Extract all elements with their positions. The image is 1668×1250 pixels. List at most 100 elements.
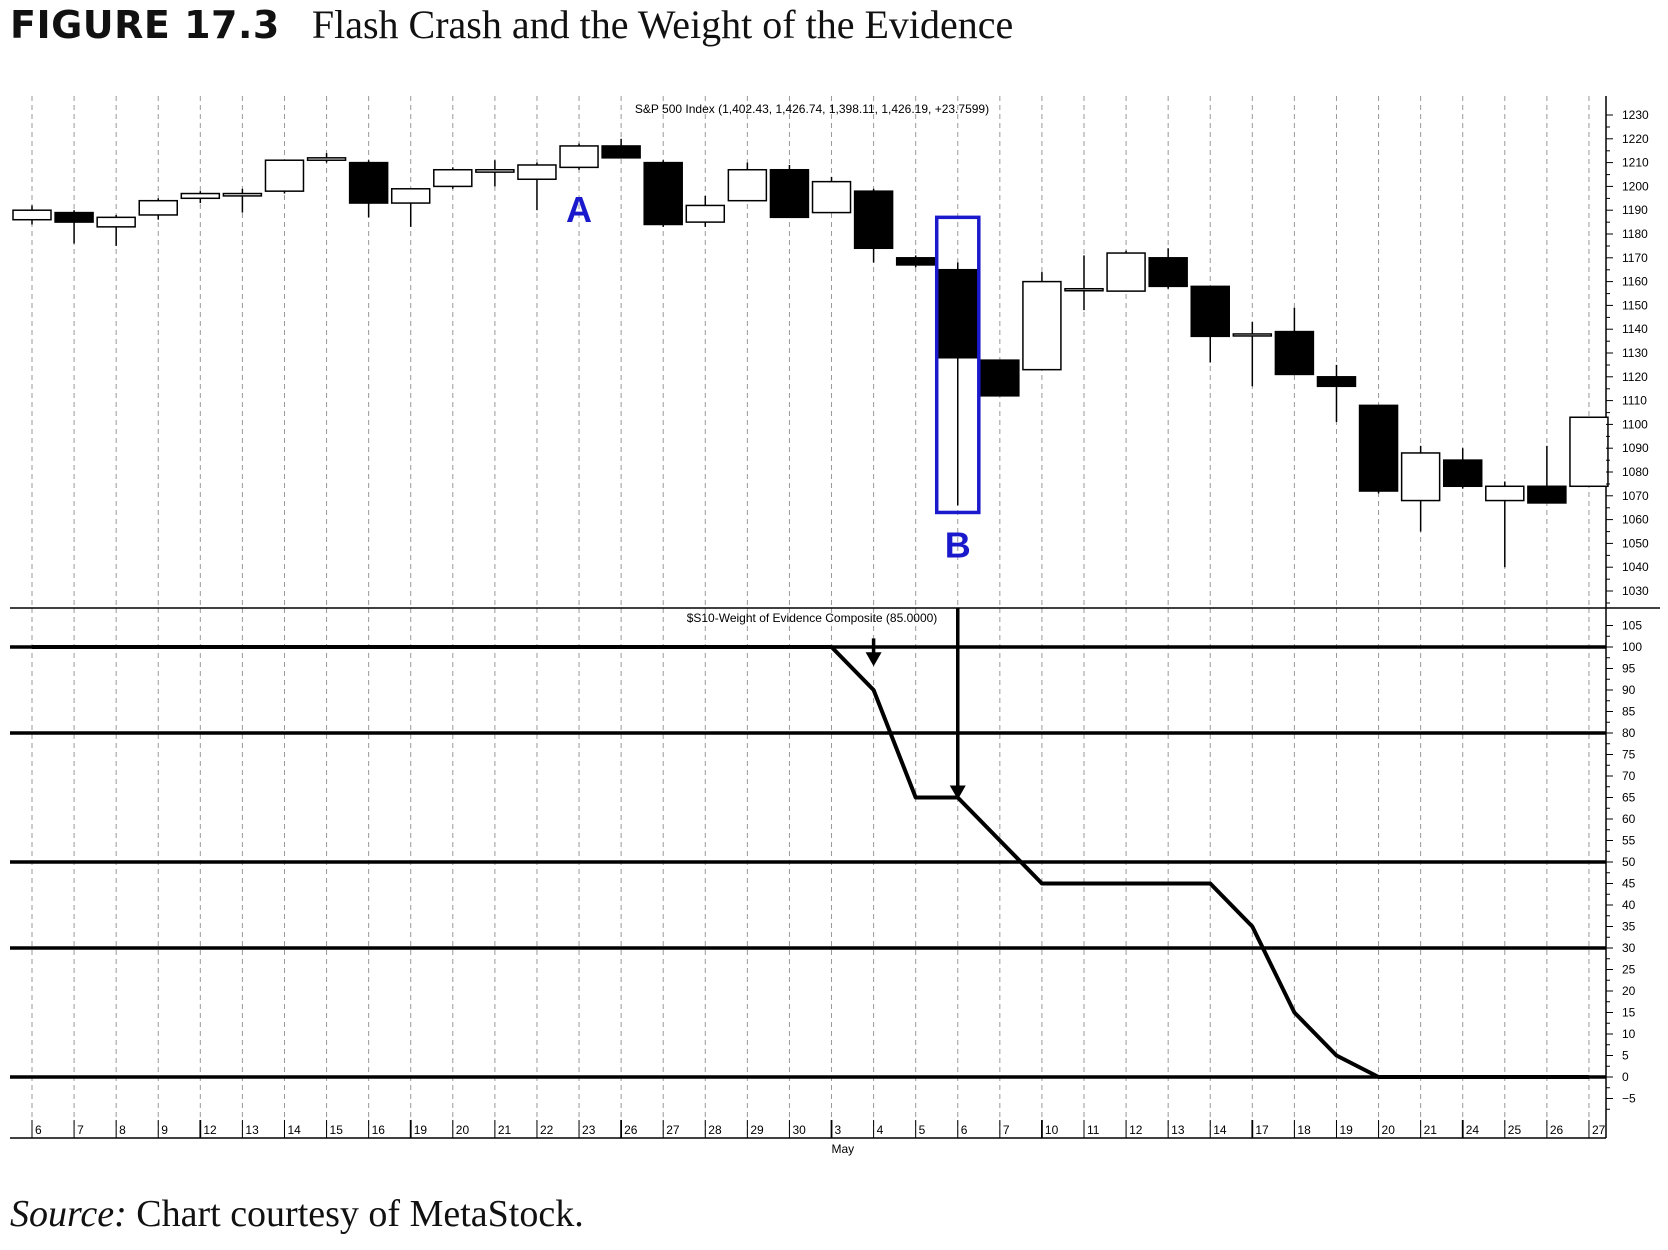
date-tick-label: 13 xyxy=(1171,1123,1185,1137)
date-tick-label: 30 xyxy=(792,1123,806,1137)
date-tick-label: 28 xyxy=(708,1123,722,1137)
date-tick-label: 22 xyxy=(540,1123,554,1137)
date-tick-label: 6 xyxy=(35,1123,42,1137)
annotation-label-b: B xyxy=(945,524,971,565)
date-tick-label: 4 xyxy=(877,1123,884,1137)
date-tick-label: 21 xyxy=(498,1123,512,1137)
candle-down xyxy=(853,190,894,250)
indicator-tick-label: 80 xyxy=(1622,726,1636,740)
date-tick-label: 7 xyxy=(77,1123,84,1137)
annotations: AB xyxy=(566,189,981,565)
candle-up xyxy=(390,188,431,204)
price-tick-label: 1150 xyxy=(1622,298,1648,312)
price-tick-label: 1070 xyxy=(1622,489,1649,503)
date-tick-label: 18 xyxy=(1297,1123,1311,1137)
price-tick-label: 1120 xyxy=(1622,370,1648,384)
candle-up xyxy=(1400,452,1441,502)
reference-lines xyxy=(10,645,1606,1079)
date-tick-label: 27 xyxy=(1592,1123,1606,1137)
date-tick-label: 19 xyxy=(414,1123,428,1137)
date-tick-label: 19 xyxy=(1339,1123,1353,1137)
candlestick-series xyxy=(12,138,1609,568)
indicator-tick-label: 45 xyxy=(1622,877,1636,891)
flash-crash-highlight-box xyxy=(934,215,981,515)
indicator-tick-label: 70 xyxy=(1622,769,1636,783)
candle-up xyxy=(1064,287,1104,292)
date-tick-label: 20 xyxy=(1382,1123,1396,1137)
indicator-tick-label: 35 xyxy=(1622,920,1636,934)
source-text: Chart courtesy of MetaStock. xyxy=(126,1193,584,1235)
candle-up xyxy=(475,168,515,173)
indicator-tick-label: 65 xyxy=(1622,791,1636,805)
candle-down xyxy=(1190,285,1230,338)
indicator-tick-label: 105 xyxy=(1622,619,1642,633)
price-tick-label: 1050 xyxy=(1622,536,1649,550)
candle-up xyxy=(1485,485,1525,502)
date-tick-label: 7 xyxy=(1003,1123,1010,1137)
date-tick-label: 26 xyxy=(1550,1123,1564,1137)
candle-up xyxy=(517,164,557,181)
candle-down xyxy=(54,211,94,223)
date-tick-label: 15 xyxy=(330,1123,344,1137)
candle-down xyxy=(769,168,810,219)
indicator-tick-label: 50 xyxy=(1622,855,1636,869)
date-tick-label: 8 xyxy=(119,1123,126,1137)
candle-up xyxy=(306,157,347,161)
price-tick-label: 1210 xyxy=(1622,156,1649,170)
candle-up xyxy=(433,168,473,188)
candle-down xyxy=(348,161,389,204)
candle-up xyxy=(559,145,599,169)
price-tick-label: 1090 xyxy=(1622,441,1649,455)
date-tick-label: 25 xyxy=(1508,1123,1522,1137)
candle-down xyxy=(1442,459,1483,488)
date-tick-label: 6 xyxy=(961,1123,968,1137)
candle-down xyxy=(980,359,1020,397)
date-tick-label: 12 xyxy=(1129,1123,1143,1137)
price-panel-grid xyxy=(31,96,1590,608)
indicator-tick-label: 30 xyxy=(1622,941,1636,955)
annotation-label-a: A xyxy=(566,189,592,230)
price-tick-label: 1230 xyxy=(1622,108,1649,122)
indicator-tick-label: 10 xyxy=(1622,1027,1636,1041)
candle-down xyxy=(1316,376,1357,388)
indicator-tick-label: −5 xyxy=(1622,1092,1636,1106)
date-tick-label: 16 xyxy=(372,1123,386,1137)
date-tick-label: 3 xyxy=(835,1123,842,1137)
weight-of-evidence-line xyxy=(32,645,1589,1079)
indicator-tick-label: 20 xyxy=(1622,984,1636,998)
price-tick-label: 1140 xyxy=(1622,322,1648,336)
indicator-tick-label: 90 xyxy=(1622,683,1636,697)
figure-caption: Flash Crash and the Weight of the Eviden… xyxy=(311,2,1014,47)
date-tick-label: 20 xyxy=(456,1123,470,1137)
candle-up xyxy=(138,199,178,216)
date-tick-label: 14 xyxy=(1213,1123,1227,1137)
candle-down xyxy=(601,145,641,159)
candle-up xyxy=(222,192,263,197)
price-tick-label: 1180 xyxy=(1622,227,1648,241)
price-y-axis: 1030 1040 1050 1060 1070 1080 1090 1100 1110 1120… xyxy=(1606,108,1649,604)
indicator-tick-label: 100 xyxy=(1622,640,1642,654)
price-tick-label: 1030 xyxy=(1622,584,1649,598)
indicator-tick-label: 95 xyxy=(1622,662,1636,676)
candle-up xyxy=(727,168,768,202)
date-tick-label: 13 xyxy=(245,1123,259,1137)
candle-up xyxy=(1022,280,1062,371)
candle-up xyxy=(96,216,136,228)
candle-down xyxy=(1358,404,1399,492)
candle-down xyxy=(1274,330,1315,376)
date-x-axis: 6 7 8 9 12 13 14 15 16 19 20 21 22 23 26 27 28 29 30 3 4 5 6 7 1… xyxy=(31,1120,1606,1156)
date-tick-label: 27 xyxy=(666,1123,680,1137)
source-note: Source: Chart courtesy of MetaStock. xyxy=(10,1192,584,1236)
date-tick-label: 10 xyxy=(1045,1123,1059,1137)
candle-down xyxy=(1148,257,1188,288)
date-tick-label: 5 xyxy=(919,1123,926,1137)
indicator-tick-label: 40 xyxy=(1622,898,1636,912)
date-tick-label: 9 xyxy=(161,1123,168,1137)
price-tick-label: 1200 xyxy=(1622,179,1649,193)
date-tick-label: 29 xyxy=(750,1123,764,1137)
date-tick-label: 23 xyxy=(582,1123,596,1137)
price-tick-label: 1110 xyxy=(1622,394,1647,408)
price-tick-label: 1160 xyxy=(1622,275,1648,289)
candle-up xyxy=(1232,333,1273,337)
candle-up xyxy=(180,192,221,200)
